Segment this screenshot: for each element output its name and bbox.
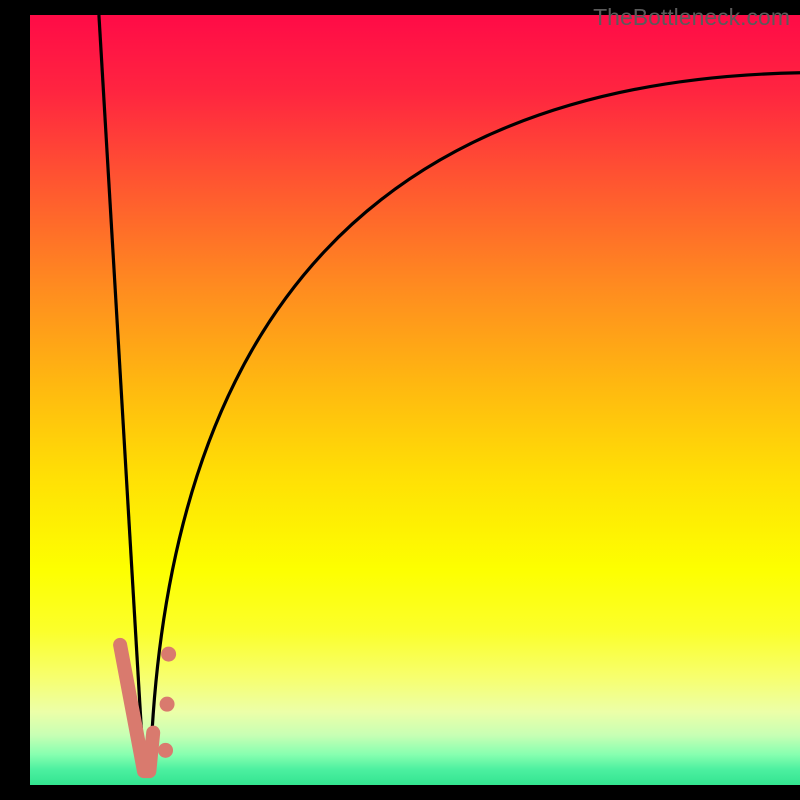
highlight-dot	[161, 647, 176, 662]
curve-right-branch	[150, 73, 800, 774]
highlight-dot	[158, 743, 173, 758]
watermark-text: TheBottleneck.com	[593, 4, 790, 31]
chart-container: TheBottleneck.com	[0, 0, 800, 800]
curve-layer	[0, 0, 800, 800]
highlight-dot	[160, 697, 175, 712]
